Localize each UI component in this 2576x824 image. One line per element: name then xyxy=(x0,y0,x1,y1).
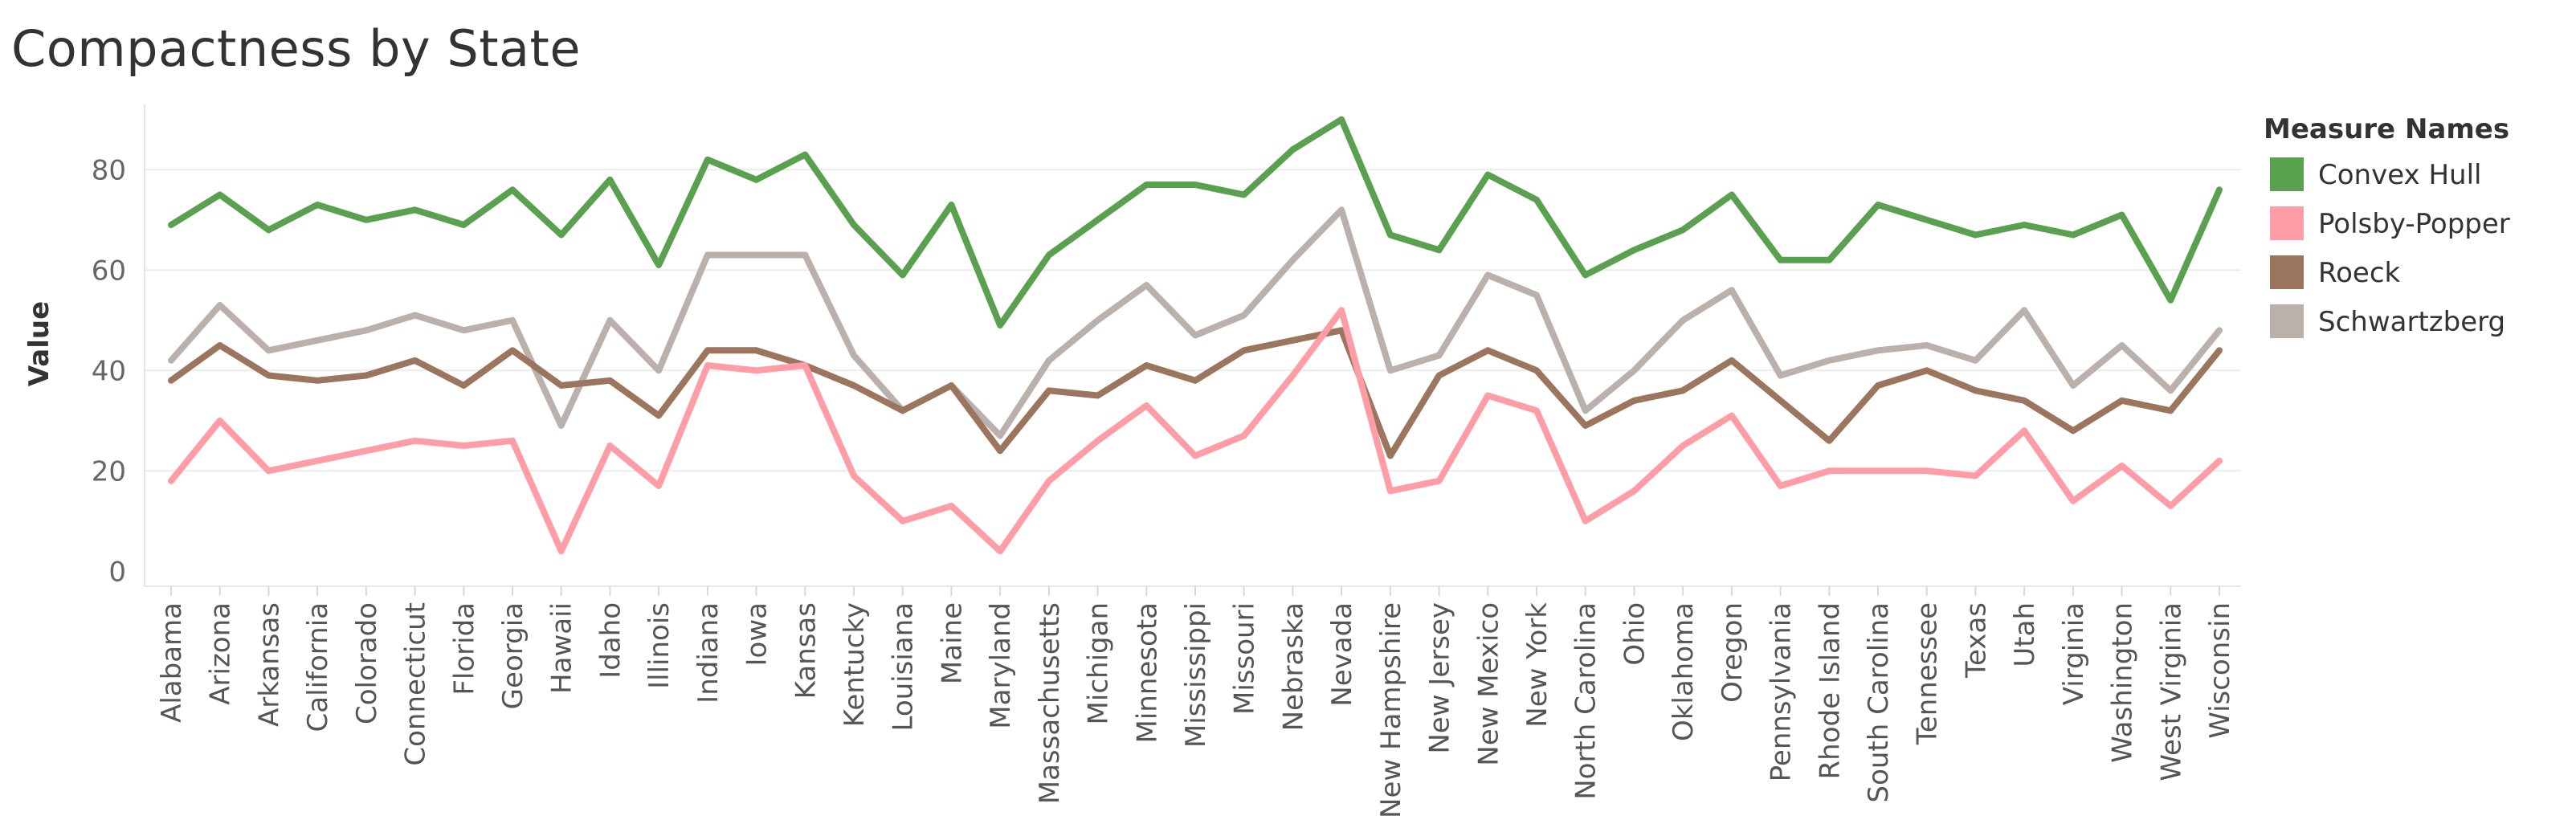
legend-label[interactable]: Convex Hull xyxy=(2318,159,2481,191)
series-line-polsby-popper[interactable] xyxy=(168,307,2223,555)
legend: Measure Names Convex Hull Polsby-Popper Roe… xyxy=(2264,113,2510,338)
series-line-roeck[interactable] xyxy=(168,327,2223,459)
legend-swatch[interactable] xyxy=(2270,157,2304,191)
legend-title: Measure Names xyxy=(2264,113,2509,145)
x-tick-label: Utah xyxy=(2009,602,2041,667)
x-tick-label: Virginia xyxy=(2058,602,2090,705)
x-tick-label: Arkansas xyxy=(253,602,285,727)
x-tick-label: Maryland xyxy=(985,602,1017,729)
x-tick-label: New Hampshire xyxy=(1375,602,1407,818)
legend-swatch[interactable] xyxy=(2270,255,2304,289)
x-tick-label: Massachusetts xyxy=(1034,602,1066,804)
legend-swatch[interactable] xyxy=(2270,304,2304,338)
x-tick-label: Oklahoma xyxy=(1668,602,1700,741)
y-tick-label: 40 xyxy=(92,355,126,387)
x-tick-label: Michigan xyxy=(1083,602,1115,724)
x-tick-label: West Virginia xyxy=(2155,602,2187,781)
x-tick-label: New Jersey xyxy=(1424,602,1456,754)
x-tick-label: Nebraska xyxy=(1277,602,1309,731)
legend-label[interactable]: Roeck xyxy=(2318,257,2401,289)
legend-label[interactable]: Schwartzberg xyxy=(2318,306,2505,338)
x-tick-label: Alabama xyxy=(156,602,188,723)
legend-swatch[interactable] xyxy=(2270,206,2304,240)
chart-title: Compactness by State xyxy=(11,19,581,78)
x-tick-label: Iowa xyxy=(741,602,774,666)
x-tick-label: Kentucky xyxy=(839,602,871,727)
series-line-convex-hull[interactable] xyxy=(168,116,2223,328)
x-tick-label: Texas xyxy=(1960,602,1992,679)
x-tick-label: Indiana xyxy=(692,602,725,704)
x-tick-label: New Mexico xyxy=(1472,602,1504,766)
y-tick-label: 60 xyxy=(92,255,126,287)
x-tick-label: Tennessee xyxy=(1912,602,1944,745)
x-tick-label: Louisiana xyxy=(888,602,920,732)
x-tick-label: Illinois xyxy=(643,602,676,689)
x-tick-label: Connecticut xyxy=(400,602,432,766)
x-tick-label: Hawaii xyxy=(546,602,578,694)
x-tick-label: Rhode Island xyxy=(1814,602,1846,779)
y-axis-title: Value xyxy=(23,301,55,386)
series-lines xyxy=(168,116,2223,555)
legend-label[interactable]: Polsby-Popper xyxy=(2318,208,2510,240)
x-tick-label: Minnesota xyxy=(1131,602,1163,743)
y-tick-label: 0 xyxy=(108,556,126,588)
series-line-schwartzberg[interactable] xyxy=(168,206,2223,439)
x-tick-label: Idaho xyxy=(594,602,627,679)
x-tick-label: Mississippi xyxy=(1180,602,1212,748)
axes: 0 20 40 60 80 Value Alabama Arizona Arkansas Cali… xyxy=(23,104,2241,818)
x-tick-label: Florida xyxy=(448,602,480,696)
y-tick-label: 20 xyxy=(92,455,126,487)
gridlines xyxy=(145,169,2241,472)
x-tick-label: Nevada xyxy=(1326,602,1358,707)
x-tick-label: Arizona xyxy=(205,602,237,705)
x-tick-label: North Carolina xyxy=(1570,602,1602,800)
y-tick-label: 80 xyxy=(92,154,126,186)
x-tick-label: Wisconsin xyxy=(2204,602,2236,739)
x-tick-label: Kansas xyxy=(790,602,822,699)
x-tick-label: Maine xyxy=(936,602,968,684)
x-tick-label: California xyxy=(302,602,334,732)
x-tick-label: Georgia xyxy=(497,602,529,709)
x-tick-label: New York xyxy=(1521,602,1553,728)
x-tick-label: Washington xyxy=(2107,602,2139,763)
x-tick-label: Oregon xyxy=(1717,602,1749,703)
x-tick-label: Missouri xyxy=(1229,602,1261,715)
x-tick-label: Colorado xyxy=(351,602,383,724)
x-tick-label: Ohio xyxy=(1619,602,1651,666)
x-tick-label: South Carolina xyxy=(1863,602,1895,803)
x-tick-label: Pennsylvania xyxy=(1766,602,1798,781)
